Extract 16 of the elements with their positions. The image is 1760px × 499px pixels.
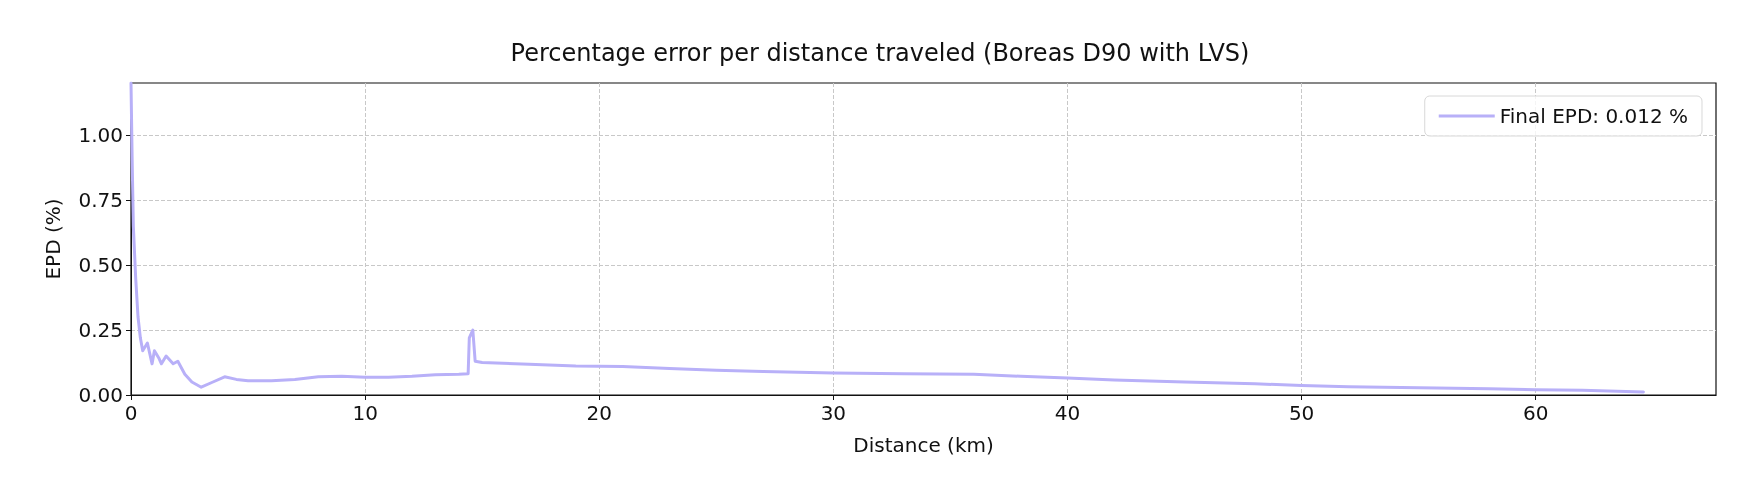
x-tick-label: 10	[352, 401, 378, 425]
chart-title: Percentage error per distance traveled (Boreas D90 with LVS)	[510, 39, 1250, 67]
x-tick-label: 20	[586, 401, 612, 425]
x-tick-label: 30	[820, 401, 847, 425]
x-tick-label: 50	[1288, 401, 1315, 425]
x-tick-label: 60	[1523, 401, 1549, 425]
y-tick-label: 0.00	[78, 383, 123, 407]
y-tick-label: 0.50	[78, 253, 123, 277]
x-tick-label: 40	[1054, 401, 1081, 425]
y-tick-label: 1.00	[78, 123, 123, 147]
x-tick-label: 0	[124, 401, 138, 425]
y-axis-title: EPD (%)	[41, 198, 65, 280]
y-tick-label: 0.75	[78, 188, 123, 212]
y-tick-label: 0.25	[78, 318, 123, 342]
legend-label: Final EPD: 0.012 %	[1499, 104, 1688, 128]
x-axis-title: Distance (km)	[853, 433, 994, 457]
